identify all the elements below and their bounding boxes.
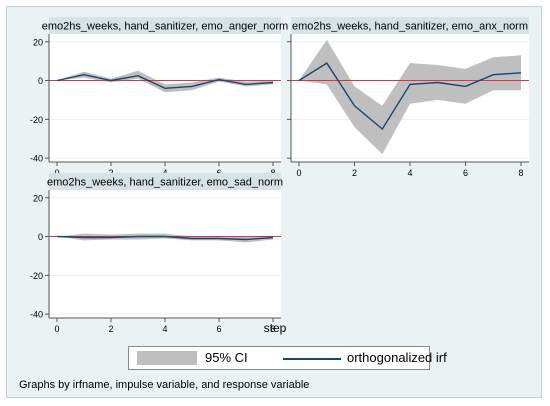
panel-1-y-tick-label-0: 0 bbox=[38, 76, 43, 86]
panel-2-x-tick-label-0: 0 bbox=[296, 168, 301, 178]
irf-chart: emo2hs_weeks, hand_sanitizer, emo_anger_… bbox=[30, 17, 529, 335]
graph-note: Graphs by irfname, impulse variable, and… bbox=[19, 379, 310, 391]
panel-3-irf-line bbox=[56, 235, 274, 241]
panel-1-y-tick-label--40: -40 bbox=[30, 154, 43, 164]
legend-label-ci: 95% CI bbox=[205, 350, 248, 365]
figure-canvas: emo2hs_weeks, hand_sanitizer, emo_anger_… bbox=[6, 6, 542, 398]
panel-2-x-tick-label-8: 8 bbox=[518, 168, 523, 178]
x-axis-label: step bbox=[264, 321, 287, 335]
panel-3-title-bar bbox=[49, 173, 281, 190]
legend-swatch-irf bbox=[283, 358, 341, 360]
panel-2-irf-line bbox=[298, 62, 522, 131]
legend-label-irf: orthogonalized irf bbox=[347, 350, 447, 365]
panel-2-title: emo2hs_weeks, hand_sanitizer, emo_anx_no… bbox=[292, 21, 528, 33]
panel-3-y-tick-label--40: -40 bbox=[30, 310, 43, 320]
panel-1-title: emo2hs_weeks, hand_sanitizer, emo_anger_… bbox=[42, 21, 288, 33]
panel-2-x-tick-label-6: 6 bbox=[463, 168, 468, 178]
legend: 95% CI orthogonalized irf bbox=[128, 346, 447, 370]
panel-3-x-tick-label-2: 2 bbox=[108, 324, 113, 334]
panel-3-plot-area bbox=[49, 190, 281, 318]
panel-3-x-tick-label-4: 4 bbox=[162, 324, 167, 334]
panel-2-x-tick-label-4: 4 bbox=[407, 168, 412, 178]
panel-2-ci-band bbox=[299, 39, 521, 155]
panel-3-title: emo2hs_weeks, hand_sanitizer, emo_sad_no… bbox=[47, 177, 283, 189]
panel-3-y-tick-label--20: -20 bbox=[30, 271, 43, 281]
panel-3-y-tick-label-0: 0 bbox=[38, 232, 43, 242]
panel-3-ci-band bbox=[57, 233, 273, 243]
legend-swatch-ci bbox=[137, 351, 197, 365]
panel-1-irf-line bbox=[56, 73, 274, 90]
panel-1-y-tick-label--20: -20 bbox=[30, 115, 43, 125]
panel-2-x-tick-label-2: 2 bbox=[352, 168, 357, 178]
panel-1-title-bar bbox=[49, 17, 281, 34]
panel-3-x-tick-label-8: 8 bbox=[270, 324, 275, 334]
panel-1-plot-area bbox=[49, 34, 281, 162]
panel-2-title-bar bbox=[291, 17, 529, 34]
panel-3-x-tick-label-6: 6 bbox=[216, 324, 221, 334]
panel-3-x-tick-label-0: 0 bbox=[54, 324, 59, 334]
panel-1-y-tick-label-20: 20 bbox=[33, 37, 43, 47]
panel-3-y-tick-label-20: 20 bbox=[33, 193, 43, 203]
